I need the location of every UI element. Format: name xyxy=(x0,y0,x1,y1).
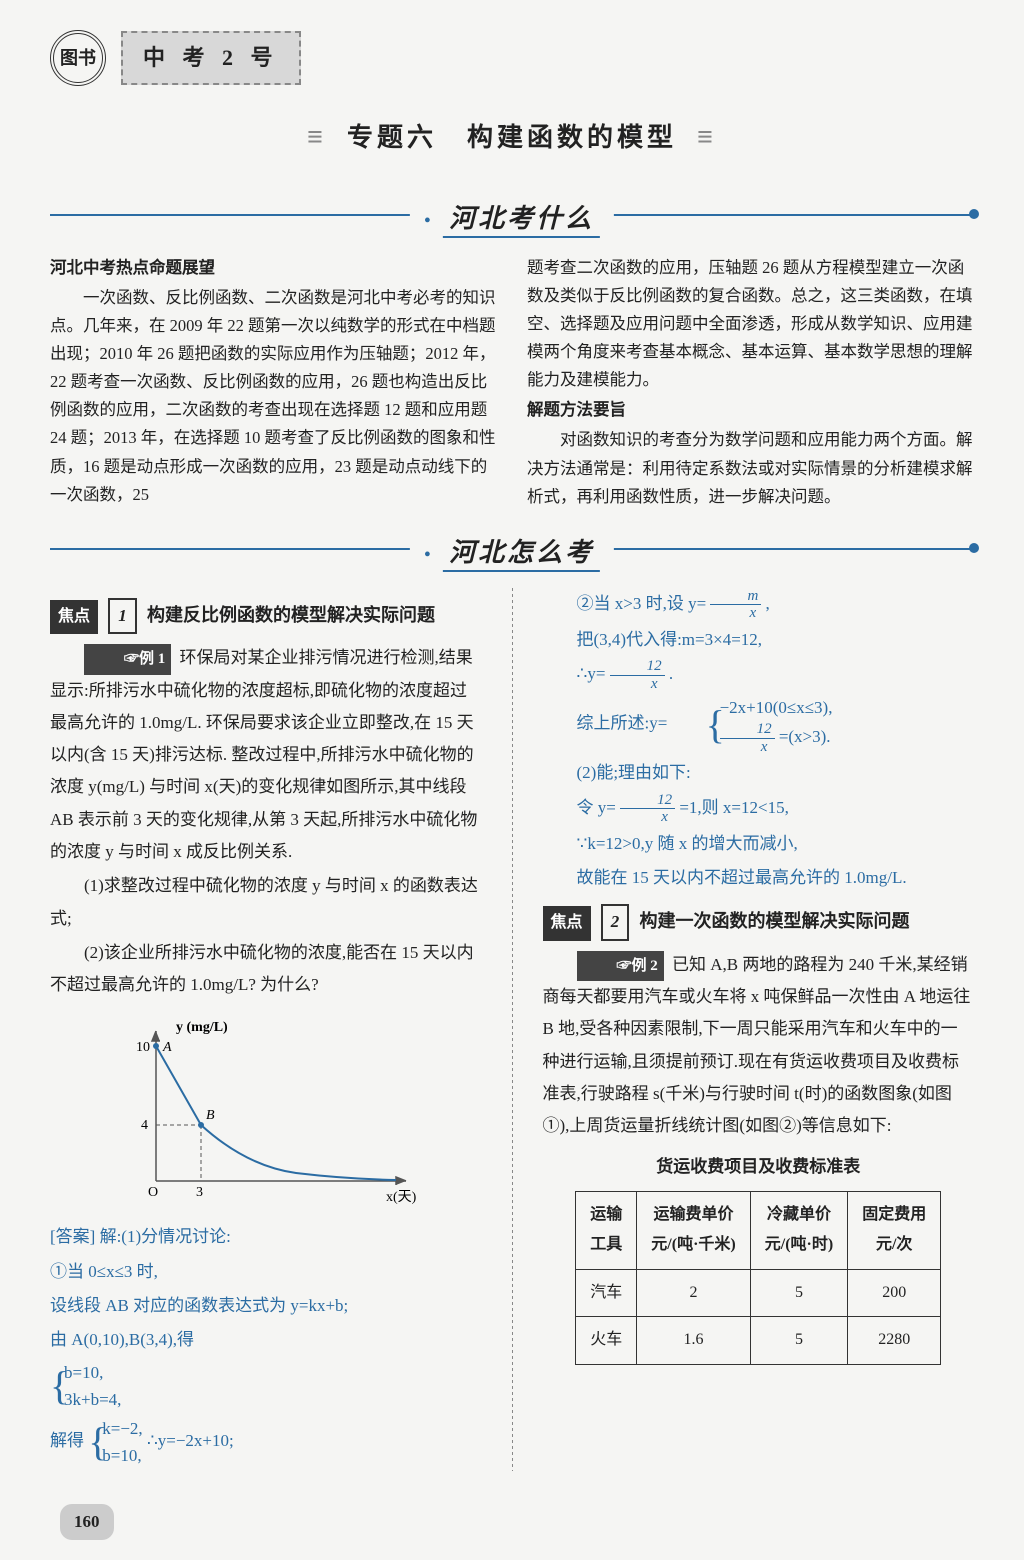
intro-p3: 对函数知识的考查分为数学问题和应用能力两个方面。解决方法通常是：利用待定系数法或… xyxy=(527,426,974,510)
section-how-label: 河北怎么考 xyxy=(443,538,600,572)
focus-2-title: 构建一次函数的模型解决实际问题 xyxy=(640,911,910,931)
question-1: (1)求整改过程中硫化物的浓度 y 与时间 x 的函数表达式; xyxy=(50,870,482,935)
table-cell: 火车 xyxy=(576,1317,637,1364)
section-what-heading: • 河北考什么 xyxy=(50,194,974,234)
svg-text:x(天): x(天) xyxy=(386,1190,417,1205)
intro-p1: 一次函数、反比例函数、二次函数是河北中考必考的知识点。几年来，在 2009 年 … xyxy=(50,284,497,508)
svg-text:O: O xyxy=(148,1185,158,1200)
table-cell: 1.6 xyxy=(637,1317,750,1364)
svg-text:y (mg/L): y (mg/L) xyxy=(176,1020,228,1035)
left-column: 焦点 1 构建反比例函数的模型解决实际问题 ☞例 1 环保局对某企业排污情况进行… xyxy=(50,588,482,1472)
answer-cases-2: 解得 k=−2, b=10, ∴y=−2x+10; xyxy=(50,1415,482,1469)
concentration-chart: y (mg/L) x(天) 10 4 O 3 A B xyxy=(96,1011,436,1211)
topic-title: 专题六 构建函数的模型 xyxy=(50,111,974,164)
fee-table: 运输工具运输费单价元/(吨·千米)冷藏单价元/(吨·时)固定费用元/次 汽车25… xyxy=(575,1191,941,1365)
header-label: 中 考 2 号 xyxy=(121,31,301,85)
table-cell: 200 xyxy=(848,1269,941,1316)
svg-text:4: 4 xyxy=(141,1118,148,1133)
svg-text:10: 10 xyxy=(136,1040,150,1055)
main-content: 焦点 1 构建反比例函数的模型解决实际问题 ☞例 1 环保局对某企业排污情况进行… xyxy=(50,588,974,1472)
right-line-6: 令 y= 12x =1,则 x=12<15, xyxy=(543,792,975,826)
table-caption: 货运收费项目及收费标准表 xyxy=(543,1151,975,1183)
table-cell: 汽车 xyxy=(576,1269,637,1316)
intro-heading-1: 河北中考热点命题展望 xyxy=(50,254,497,282)
focus-1-tag: 焦点 xyxy=(50,600,98,634)
svg-text:3: 3 xyxy=(196,1185,203,1200)
table-header: 运输工具 xyxy=(576,1191,637,1269)
right-line-3: ∴y= 12x . xyxy=(543,658,975,692)
right-column: ②当 x>3 时,设 y= mx , 把(3,4)代入得:m=3×4=12, ∴… xyxy=(543,588,975,1472)
svg-text:B: B xyxy=(206,1108,215,1123)
section-what-label: 河北考什么 xyxy=(443,204,600,238)
svg-text:A: A xyxy=(162,1040,172,1055)
table-row: 火车1.652280 xyxy=(576,1317,941,1364)
answer-line-3: 设线段 AB 对应的函数表达式为 y=kx+b; xyxy=(50,1290,482,1322)
example-2-tag: ☞例 2 xyxy=(577,951,664,982)
focus-2-tag: 焦点 xyxy=(543,906,591,940)
answer-block: [答案] 解:(1)分情况讨论: xyxy=(50,1221,482,1253)
right-line-2: 把(3,4)代入得:m=3×4=12, xyxy=(543,624,975,656)
right-line-7: ∵k=12>0,y 随 x 的增大而减小, xyxy=(543,828,975,860)
table-row: 汽车25200 xyxy=(576,1269,941,1316)
example-1-tag: ☞例 1 xyxy=(84,644,171,675)
logo-badge: 图书 xyxy=(50,30,106,86)
example-2-body: ☞例 2 已知 A,B 两地的路程为 240 千米,某经销商每天都要用汽车或火车… xyxy=(543,949,975,1143)
table-cell: 2 xyxy=(637,1269,750,1316)
section-how-heading: • 河北怎么考 xyxy=(50,528,974,568)
focus-2-num: 2 xyxy=(601,904,630,940)
intro-block: 河北中考热点命题展望 一次函数、反比例函数、二次函数是河北中考必考的知识点。几年… xyxy=(50,254,974,512)
page-number: 160 xyxy=(60,1504,114,1540)
page-header: 图书 中 考 2 号 xyxy=(50,30,974,86)
answer-line-2: ①当 0≤x≤3 时, xyxy=(50,1256,482,1288)
column-divider xyxy=(512,588,513,1472)
answer-label: [答案] xyxy=(50,1227,95,1246)
question-2: (2)该企业所排污水中硫化物的浓度,能否在 15 天以内不超过最高允许的 1.0… xyxy=(50,937,482,1002)
example-1-body: ☞例 1 环保局对某企业排污情况进行检测,结果显示:所排污水中硫化物的浓度超标,… xyxy=(50,642,482,868)
table-cell: 5 xyxy=(750,1269,847,1316)
right-line-4: 综上所述:y= −2x+10(0≤x≤3), 12x =(x>3). xyxy=(543,694,975,755)
intro-p2: 题考查二次函数的应用，压轴题 26 题从方程模型建立一次函数及类似于反比例函数的… xyxy=(527,254,974,394)
table-header: 冷藏单价元/(吨·时) xyxy=(750,1191,847,1269)
answer-cases-1: b=10, 3k+b=4, xyxy=(50,1359,482,1413)
right-line-1: ②当 x>3 时,设 y= mx , xyxy=(543,588,975,622)
table-cell: 5 xyxy=(750,1317,847,1364)
intro-heading-2: 解题方法要旨 xyxy=(527,396,974,424)
answer-line-4: 由 A(0,10),B(3,4),得 xyxy=(50,1324,482,1356)
table-header: 运输费单价元/(吨·千米) xyxy=(637,1191,750,1269)
right-line-5: (2)能;理由如下: xyxy=(543,757,975,789)
focus-1-title: 构建反比例函数的模型解决实际问题 xyxy=(147,605,435,625)
table-cell: 2280 xyxy=(848,1317,941,1364)
right-line-8: 故能在 15 天以内不超过最高允许的 1.0mg/L. xyxy=(543,862,975,894)
table-header: 固定费用元/次 xyxy=(848,1191,941,1269)
focus-1-num: 1 xyxy=(108,598,137,634)
